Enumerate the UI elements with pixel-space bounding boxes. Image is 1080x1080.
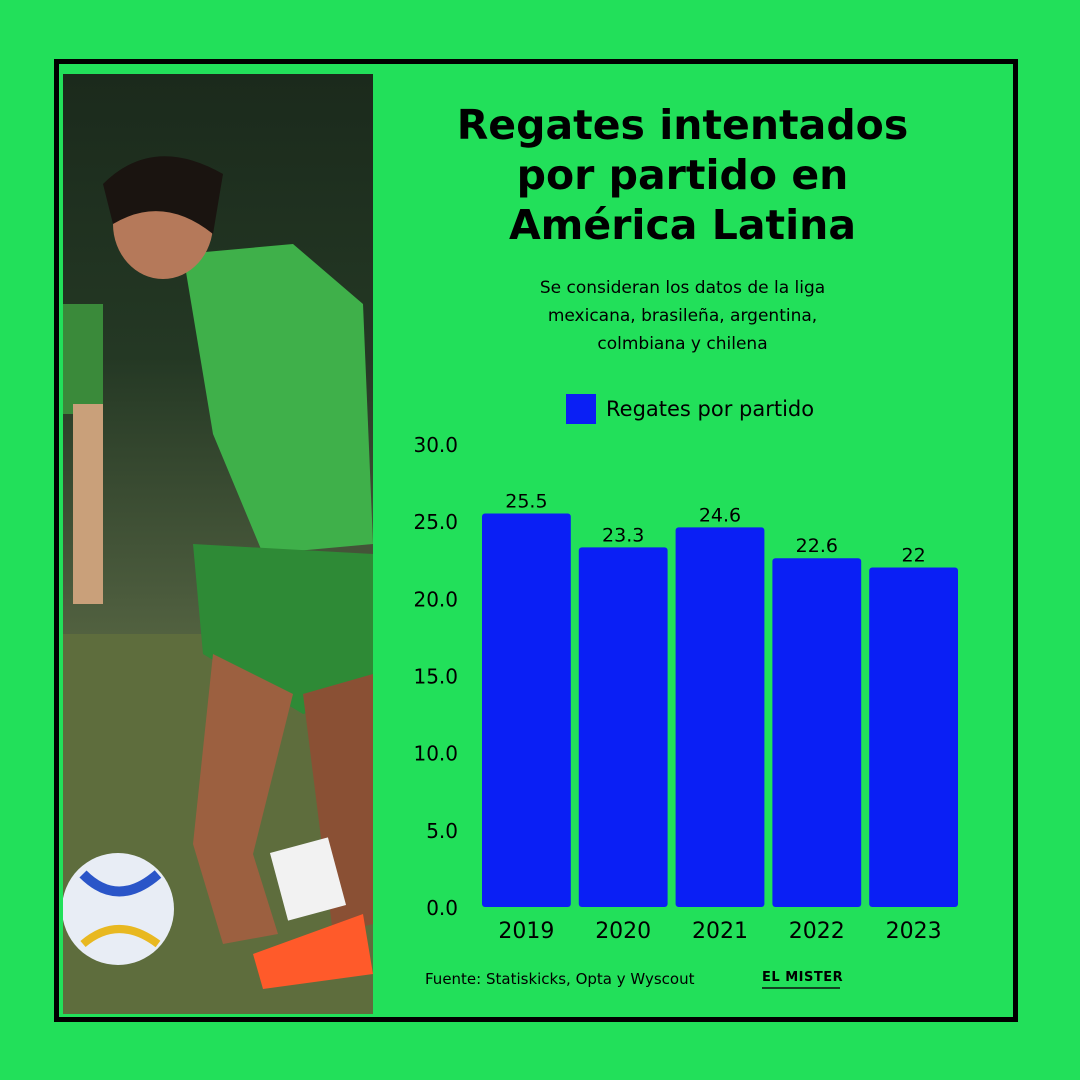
- bar: [772, 558, 862, 907]
- bar: [675, 527, 765, 907]
- legend-swatch: [566, 394, 596, 424]
- subtitle-line: Se consideran los datos de la liga: [539, 278, 826, 298]
- chart-title: Regates intentados por partido en Améric…: [400, 100, 965, 250]
- data-label: 24.6: [699, 504, 741, 526]
- x-tick-label: 2020: [595, 919, 651, 944]
- logo-text: EL MISTER: [762, 970, 844, 985]
- y-tick-label: 15.0: [413, 665, 458, 689]
- data-label: 22.6: [796, 535, 838, 557]
- chart-subtitle: Se consideran los datos de la liga mexic…: [440, 274, 925, 358]
- y-tick-label: 20.0: [413, 587, 458, 611]
- chart-legend: Regates por partido: [566, 393, 814, 425]
- brand-logo: EL MISTER: [762, 970, 843, 989]
- logo-underline: [762, 987, 840, 989]
- data-label: 25.5: [505, 490, 547, 512]
- bar: [482, 513, 571, 907]
- bar: [869, 567, 958, 907]
- y-tick-label: 0.0: [426, 896, 458, 920]
- title-line: América Latina: [508, 201, 857, 249]
- x-tick-label: 2023: [886, 919, 942, 944]
- border-frame: [54, 59, 1018, 1022]
- title-line: Regates intentados: [456, 101, 909, 149]
- y-tick-label: 30.0: [413, 433, 458, 457]
- data-label: 23.3: [602, 524, 644, 546]
- title-line: por partido en: [516, 151, 849, 199]
- player-photo: [63, 74, 373, 1014]
- bar: [578, 547, 668, 907]
- source-note: Fuente: Statiskicks, Opta y Wyscout: [425, 970, 695, 988]
- data-label: 22: [902, 544, 926, 566]
- legend-label: Regates por partido: [606, 397, 815, 421]
- y-tick-label: 5.0: [426, 819, 458, 843]
- subtitle-line: colmbiana y chilena: [597, 334, 768, 354]
- y-tick-label: 25.0: [413, 510, 458, 534]
- subtitle-line: mexicana, brasileña, argentina,: [547, 306, 818, 326]
- x-tick-label: 2022: [789, 919, 845, 944]
- y-tick-label: 10.0: [413, 742, 458, 766]
- x-tick-label: 2021: [692, 919, 748, 944]
- x-tick-label: 2019: [498, 919, 554, 944]
